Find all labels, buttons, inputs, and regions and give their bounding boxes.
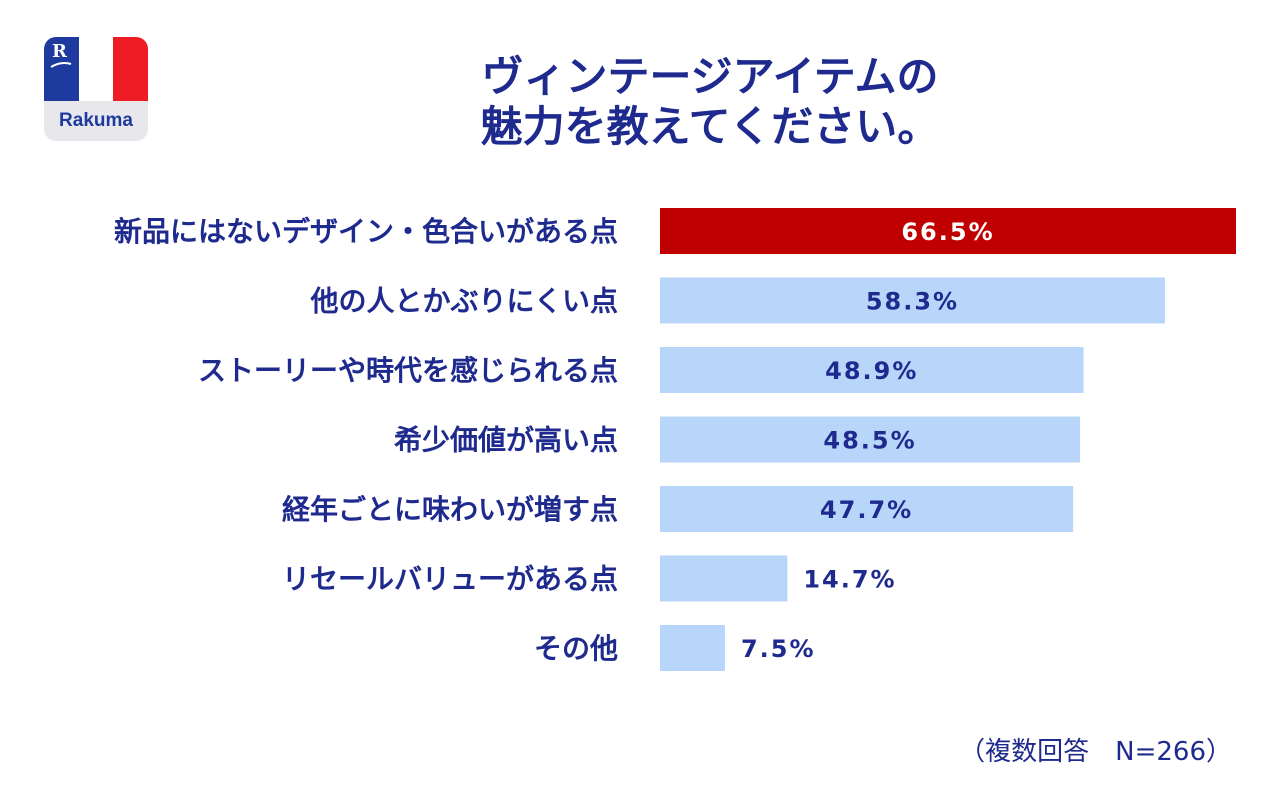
value-label: 66.5% <box>901 218 994 246</box>
footnote: （複数回答 N=266） <box>959 737 1232 767</box>
chart-title-line-2: 魅力を教えてください。 <box>480 102 940 151</box>
rakuma-swoosh-icon <box>50 62 72 68</box>
category-label: 希少価値が高い点 <box>394 424 618 457</box>
flag-white-stripe <box>78 37 114 101</box>
value-label: 48.9% <box>825 357 918 385</box>
category-label: ストーリーや時代を感じられる点 <box>198 354 618 387</box>
rakuma-logo-text: Rakuma <box>44 101 148 141</box>
bar <box>660 416 1081 463</box>
value-label: 48.5% <box>823 427 916 455</box>
category-label: 新品にはないデザイン・色合いがある点 <box>114 215 618 248</box>
french-flag-icon <box>44 37 148 101</box>
value-label: 58.3% <box>866 288 959 316</box>
value-label: 14.7% <box>803 566 896 594</box>
bar-highlight <box>660 208 1236 254</box>
bar <box>660 555 788 602</box>
category-label: 経年ごとに味わいが増す点 <box>282 493 618 526</box>
bar <box>660 486 1074 532</box>
chart-title-line-1: ヴィンテージアイテムの <box>481 52 939 101</box>
bar <box>660 277 1165 324</box>
rakuma-r-mark: R <box>52 41 67 62</box>
value-label: 7.5% <box>741 635 816 663</box>
chart-title: ヴィンテージアイテムの 魅力を教えてください。 <box>300 52 1120 152</box>
bar <box>660 625 725 671</box>
bar <box>660 347 1084 393</box>
value-label: 47.7% <box>820 496 913 524</box>
flag-blue-stripe <box>44 37 79 101</box>
flag-red-stripe <box>113 37 148 101</box>
category-label: リセールバリューがある点 <box>282 563 618 596</box>
category-label: その他 <box>534 632 618 665</box>
category-label: 他の人とかぶりにくい点 <box>310 285 618 318</box>
rakuma-logo: R Rakuma <box>44 37 148 141</box>
